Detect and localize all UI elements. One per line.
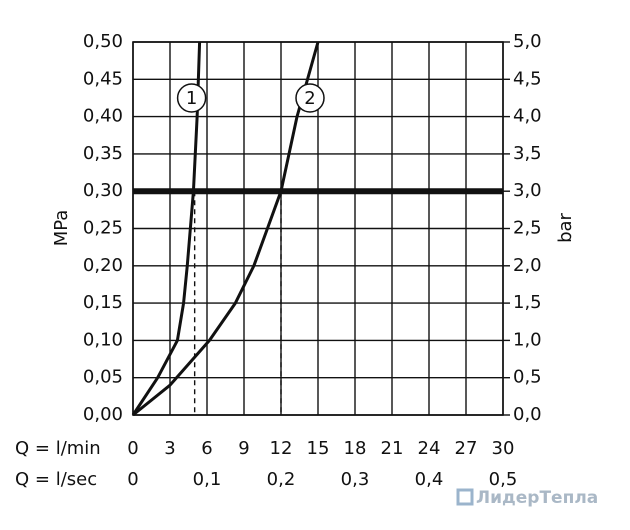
x-tick-label: 27 — [455, 438, 478, 459]
x2-tick-label: 0,4 — [415, 469, 444, 490]
watermark: ЛидерТепла — [476, 488, 598, 508]
x2-tick-label: 0,5 — [489, 469, 518, 490]
y2-tick-label: 2,5 — [513, 218, 542, 239]
y-tick-label: 0,15 — [83, 292, 123, 313]
x-tick-label: 24 — [418, 438, 441, 459]
y-tick-label: 0,35 — [83, 143, 123, 164]
y2-axis-label: bar — [555, 212, 576, 242]
y2-tick-label: 2,0 — [513, 255, 542, 276]
curve — [132, 41, 320, 417]
x-tick-label: 12 — [270, 438, 293, 459]
curve-label: 2 — [304, 88, 315, 109]
y2-tick-label: 0,5 — [513, 367, 542, 388]
y-tick-label: 0,25 — [83, 218, 123, 239]
x2-axis-label: Q = l/sec — [15, 469, 97, 490]
y-tick-label: 0,05 — [83, 367, 123, 388]
x2-tick-label: 0,3 — [341, 469, 370, 490]
y2-tick-label: 4,0 — [513, 106, 542, 127]
curve-label-circle — [176, 83, 207, 113]
y2-tick-label: 1,0 — [513, 329, 542, 350]
y-tick-label: 0,40 — [83, 106, 123, 127]
x-tick-label: 6 — [201, 438, 212, 459]
x-tick-label: 21 — [381, 438, 404, 459]
x-tick-label: 15 — [307, 438, 330, 459]
x2-tick-label: 0 — [127, 469, 138, 490]
y2-tick-label: 0,0 — [513, 404, 542, 425]
y-tick-label: 0,45 — [83, 68, 123, 89]
y-tick-label: 0,50 — [83, 31, 123, 52]
y-tick-label: 0,00 — [83, 404, 123, 425]
x-tick-label: 3 — [164, 438, 175, 459]
y-tick-label: 0,30 — [83, 180, 123, 201]
y-tick-label: 0,20 — [83, 255, 123, 276]
x2-tick-label: 0,1 — [193, 469, 222, 490]
x-tick-label: 0 — [127, 438, 138, 459]
y2-tick-label: 1,5 — [513, 292, 542, 313]
y2-tick-label: 5,0 — [513, 31, 542, 52]
x-axis-label: Q = l/min — [15, 438, 101, 459]
curve-label: 1 — [186, 88, 197, 109]
y2-tick-label: 3,0 — [513, 180, 542, 201]
x-tick-label: 30 — [492, 438, 515, 459]
y-tick-label: 0,10 — [83, 329, 123, 350]
y2-tick-label: 3,5 — [513, 143, 542, 164]
curve — [131, 41, 202, 416]
x-tick-label: 18 — [344, 438, 367, 459]
watermark-icon — [456, 488, 474, 506]
curve-label-circle — [295, 83, 325, 113]
x2-tick-label: 0,2 — [267, 469, 296, 490]
y2-tick-label: 4,5 — [513, 68, 542, 89]
x-tick-label: 9 — [238, 438, 249, 459]
y-axis-label: MPa — [51, 210, 72, 247]
